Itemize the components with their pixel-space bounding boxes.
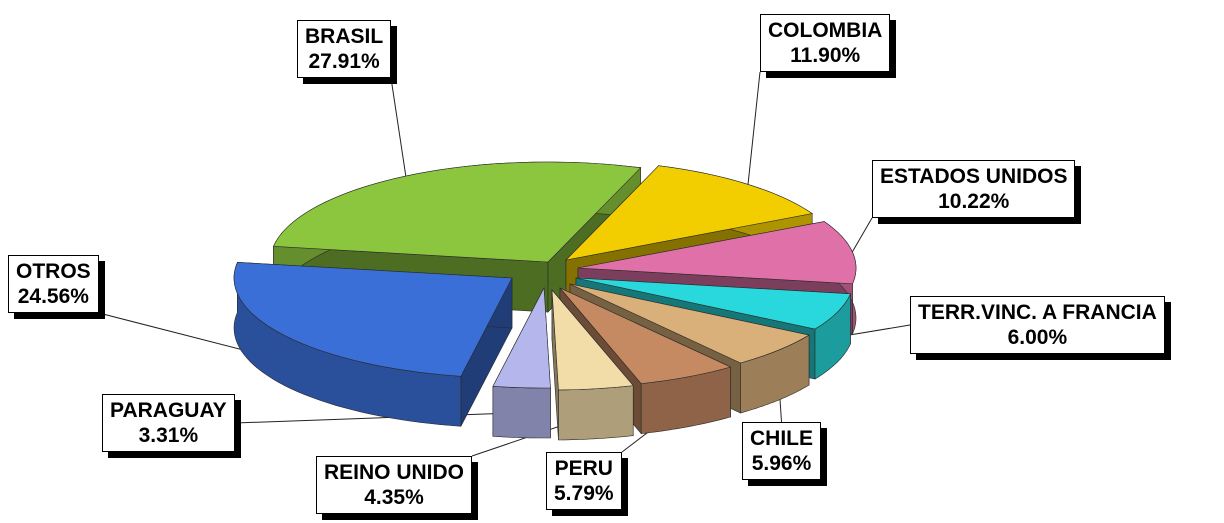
label-name: REINO UNIDO [324, 461, 465, 484]
label-name: PARAGUAY [110, 399, 227, 422]
leader-brasil [390, 77, 407, 177]
label-value: 27.91% [308, 50, 380, 73]
label-reino-unido: REINO UNIDO 4.35% [316, 456, 473, 514]
label-name: CHILE [750, 427, 813, 450]
leader-estados-unidos [851, 217, 873, 253]
slice-terr-vinc-a-francia [575, 277, 851, 330]
label-estados-unidos: ESTADOS UNIDOS 10.22% [872, 160, 1076, 218]
label-name: OTROS [16, 260, 91, 283]
slice-wall-reino-unido [558, 385, 634, 441]
slice-reino-unido [551, 289, 634, 391]
label-peru: PERU 5.79% [546, 452, 622, 510]
slice-colombia [565, 165, 813, 261]
label-terr-vinc-a-francia: TERR.VINC. A FRANCIA 6.00% [910, 296, 1165, 354]
label-name: COLOMBIA [768, 19, 883, 42]
slice-estados-unidos [577, 221, 857, 285]
slice-otros [233, 262, 513, 377]
label-value: 6.00% [1007, 326, 1068, 349]
slice-wall-paraguay [492, 385, 551, 439]
label-name: BRASIL [305, 25, 384, 48]
label-value: 10.22% [938, 190, 1010, 213]
label-name: PERU [554, 457, 613, 480]
label-colombia: COLOMBIA 11.90% [760, 14, 891, 72]
label-name: TERR.VINC. A FRANCIA [918, 301, 1157, 324]
leader-colombia [747, 71, 761, 185]
label-chile: CHILE 5.96% [742, 422, 821, 480]
label-value: 24.56% [17, 285, 89, 308]
label-value: 5.96% [751, 452, 812, 475]
label-value: 3.31% [138, 424, 199, 447]
label-paraguay: PARAGUAY 3.31% [102, 394, 235, 452]
leader-paraguay [234, 412, 522, 424]
slice-chile [569, 283, 810, 364]
slice-paraguay [492, 286, 551, 389]
slice-brasil [272, 161, 642, 263]
label-name: ESTADOS UNIDOS [880, 165, 1068, 188]
slice-peru [559, 287, 732, 384]
label-otros: OTROS 24.56% [8, 255, 99, 313]
label-value: 4.35% [364, 486, 424, 509]
label-value: 11.90% [790, 44, 861, 67]
label-brasil: BRASIL 27.91% [297, 20, 392, 78]
label-value: 5.79% [554, 482, 614, 505]
